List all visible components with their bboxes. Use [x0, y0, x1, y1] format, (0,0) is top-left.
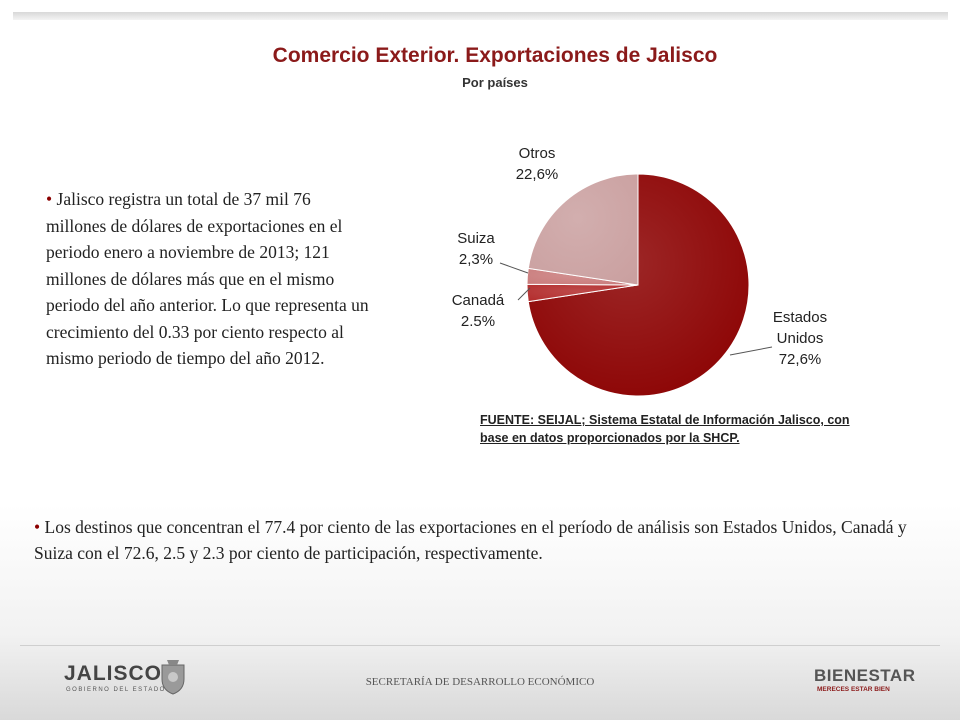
leader-line	[499, 262, 529, 274]
bienestar-logo-word: BIENESTAR	[814, 666, 916, 685]
bullet-marker: •	[46, 189, 53, 209]
footer-ministry: SECRETARÍA DE DESARROLLO ECONÓMICO	[365, 676, 595, 688]
jalisco-logo: JALISCO GOBIERNO DEL ESTADO	[64, 662, 194, 702]
coat-of-arms-icon	[161, 660, 185, 695]
jalisco-logo-sub: GOBIERNO DEL ESTADO	[66, 687, 166, 693]
page-title: Comercio Exterior. Exportaciones de Jali…	[272, 44, 718, 67]
leader-line	[517, 287, 531, 301]
bienestar-logo: BIENESTAR MERECES ESTAR BIEN	[814, 660, 915, 700]
summary-bullet: • Jalisco registra un total de 37 mil 76…	[46, 186, 372, 372]
pie-slice-estados-unidos	[527, 173, 750, 397]
leader-line	[729, 346, 773, 356]
destinations-text: Los destinos que concentran el 77.4 por …	[34, 517, 907, 563]
source-note: FUENTE: SEIJAL; Sistema Estatal de Infor…	[480, 413, 850, 445]
slice-label: Canadá 2.5%	[452, 292, 505, 330]
bienestar-logo-sub: MERECES ESTAR BIEN	[817, 686, 890, 693]
top-bar	[13, 12, 948, 20]
pie-chart: Estados Unidos 72,6% Canadá 2.5% Suiza 2,3% Otr…	[452, 145, 827, 397]
summary-text: Jalisco registra un total de 37 mil 76 m…	[46, 189, 369, 368]
page-subtitle: Por países	[462, 75, 528, 90]
slice-label: Suiza 2,3%	[457, 230, 495, 268]
bullet-marker: •	[34, 517, 41, 537]
footer-divider	[20, 645, 940, 646]
jalisco-logo-word: JALISCO	[64, 662, 163, 685]
slice-label: Estados Unidos 72,6%	[773, 309, 827, 368]
slice-label: Otros 22,6%	[516, 145, 559, 183]
destinations-bullet: • Los destinos que concentran el 77.4 po…	[34, 514, 914, 566]
pie-slice-otros	[527, 173, 639, 286]
